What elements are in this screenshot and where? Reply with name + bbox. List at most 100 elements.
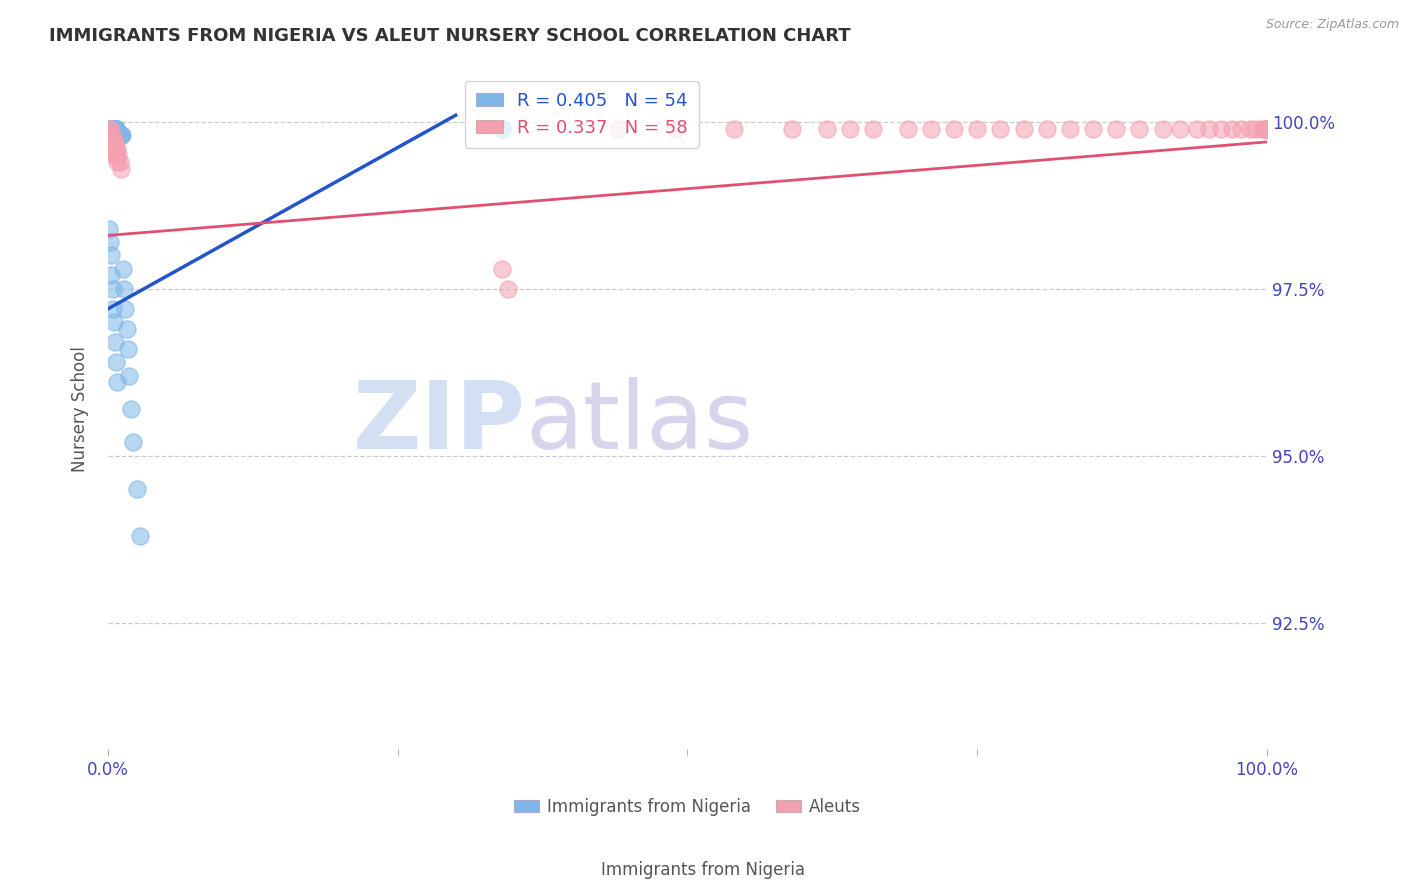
Point — [920, 121, 942, 136]
Point — [98, 121, 121, 136]
Point — [110, 128, 132, 143]
Point — [862, 121, 884, 136]
Point — [105, 376, 128, 390]
Point — [1239, 121, 1261, 136]
Point — [104, 135, 127, 149]
Point — [1209, 121, 1232, 136]
Text: ZIP: ZIP — [353, 376, 526, 468]
Point — [1220, 121, 1243, 136]
Point — [104, 121, 127, 136]
Point — [105, 121, 128, 136]
Point — [103, 121, 125, 136]
Point — [100, 248, 122, 262]
Point — [665, 121, 688, 136]
Point — [98, 121, 121, 136]
Point — [1256, 121, 1278, 136]
Point — [100, 121, 122, 136]
Point — [491, 121, 513, 136]
Point — [1250, 121, 1272, 136]
Point — [114, 301, 136, 316]
Point — [606, 121, 628, 136]
Point — [1081, 121, 1104, 136]
Point — [107, 128, 129, 143]
Point — [491, 261, 513, 276]
Point — [98, 135, 121, 149]
Point — [98, 128, 121, 143]
Point — [815, 121, 838, 136]
Point — [491, 121, 513, 136]
Point — [110, 128, 132, 143]
Text: atlas: atlas — [526, 376, 754, 468]
Point — [1012, 121, 1035, 136]
Point — [105, 142, 128, 156]
Point — [104, 121, 127, 136]
Point — [966, 121, 988, 136]
Point — [1059, 121, 1081, 136]
Point — [105, 142, 128, 156]
Point — [101, 121, 124, 136]
Point — [1198, 121, 1220, 136]
Point — [100, 121, 122, 136]
Point — [101, 282, 124, 296]
Point — [723, 121, 745, 136]
Point — [98, 121, 121, 136]
Point — [105, 128, 128, 143]
Point — [108, 128, 131, 143]
Point — [780, 121, 803, 136]
Point — [105, 355, 128, 369]
Point — [1244, 121, 1267, 136]
Point — [1253, 121, 1275, 136]
Point — [104, 121, 127, 136]
Point — [103, 121, 125, 136]
Point — [1256, 121, 1278, 136]
Point — [1128, 121, 1150, 136]
Point — [101, 121, 124, 136]
Point — [122, 435, 145, 450]
Point — [112, 261, 135, 276]
Y-axis label: Nursery School: Nursery School — [72, 346, 89, 472]
Point — [1254, 121, 1277, 136]
Point — [105, 128, 128, 143]
Point — [1256, 121, 1278, 136]
Point — [105, 121, 128, 136]
Point — [103, 121, 125, 136]
Point — [496, 282, 519, 296]
Point — [103, 121, 125, 136]
Point — [120, 401, 142, 416]
Point — [101, 301, 124, 316]
Point — [125, 482, 148, 496]
Text: IMMIGRANTS FROM NIGERIA VS ALEUT NURSERY SCHOOL CORRELATION CHART: IMMIGRANTS FROM NIGERIA VS ALEUT NURSERY… — [49, 27, 851, 45]
Point — [107, 128, 129, 143]
Point — [105, 148, 128, 162]
Point — [105, 121, 128, 136]
Point — [98, 235, 121, 249]
Point — [491, 121, 513, 136]
Text: Source: ZipAtlas.com: Source: ZipAtlas.com — [1265, 18, 1399, 31]
Point — [943, 121, 966, 136]
Point — [108, 155, 131, 169]
Point — [108, 128, 131, 143]
Point — [988, 121, 1011, 136]
Point — [100, 268, 122, 283]
Text: Immigrants from Nigeria: Immigrants from Nigeria — [600, 861, 806, 879]
Point — [103, 315, 125, 329]
Point — [98, 221, 121, 235]
Point — [129, 529, 152, 543]
Point — [98, 128, 121, 143]
Point — [115, 322, 138, 336]
Point — [98, 121, 121, 136]
Point — [1256, 121, 1278, 136]
Point — [104, 148, 127, 162]
Point — [1105, 121, 1128, 136]
Point — [101, 142, 124, 156]
Point — [105, 128, 128, 143]
Point — [1187, 121, 1209, 136]
Legend: Immigrants from Nigeria, Aleuts: Immigrants from Nigeria, Aleuts — [508, 791, 868, 822]
Point — [112, 282, 135, 296]
Point — [897, 121, 920, 136]
Point — [1035, 121, 1057, 136]
Point — [491, 121, 513, 136]
Point — [103, 142, 125, 156]
Point — [103, 135, 125, 149]
Point — [107, 148, 129, 162]
